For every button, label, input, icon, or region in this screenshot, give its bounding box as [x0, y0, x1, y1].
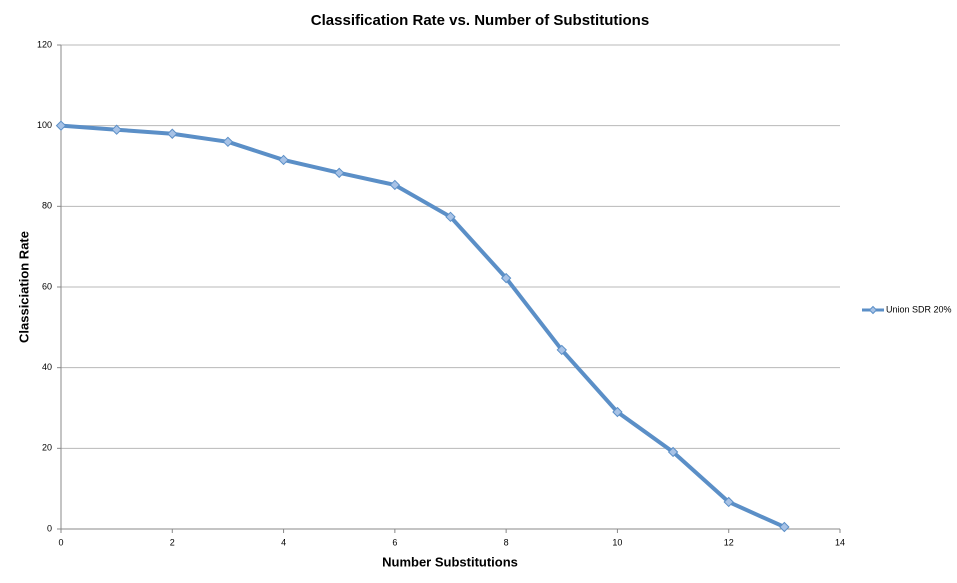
y-tick-label: 100 [37, 120, 52, 130]
point [667, 446, 679, 458]
y-tick-label: 120 [37, 39, 52, 49]
y-tick-label: 60 [42, 281, 52, 291]
y-tick-label: 20 [42, 443, 52, 453]
chart-title: Classification Rate vs. Number of Substi… [311, 12, 649, 29]
series-line [60, 123, 786, 529]
x-tick-label: 8 [504, 537, 509, 547]
y-axis-title: Classiciation Rate [16, 231, 31, 343]
point [334, 167, 345, 179]
x-tick-label: 10 [612, 537, 622, 547]
x-tick-label: 4 [281, 537, 286, 547]
x-axis-title: Number Substitutions [382, 554, 518, 569]
point [389, 179, 401, 191]
point [556, 344, 567, 356]
point [779, 521, 790, 533]
point [111, 124, 122, 135]
point [500, 272, 512, 284]
point [167, 128, 178, 139]
x-tick-label: 14 [835, 537, 845, 547]
point [723, 496, 734, 508]
legend-label: Union SDR 20% [886, 304, 952, 314]
x-tick-label: 12 [724, 537, 734, 547]
point [222, 136, 234, 148]
y-tick-label: 0 [47, 523, 52, 533]
x-tick-label: 2 [170, 537, 175, 547]
point [445, 211, 456, 223]
legend-marker [868, 305, 878, 315]
point [612, 406, 623, 418]
x-tick-label: 0 [58, 537, 63, 547]
point [55, 120, 67, 131]
x-tick-label: 6 [392, 537, 397, 547]
point [278, 154, 289, 166]
y-tick-label: 40 [42, 362, 52, 372]
y-tick-label: 80 [42, 201, 52, 211]
